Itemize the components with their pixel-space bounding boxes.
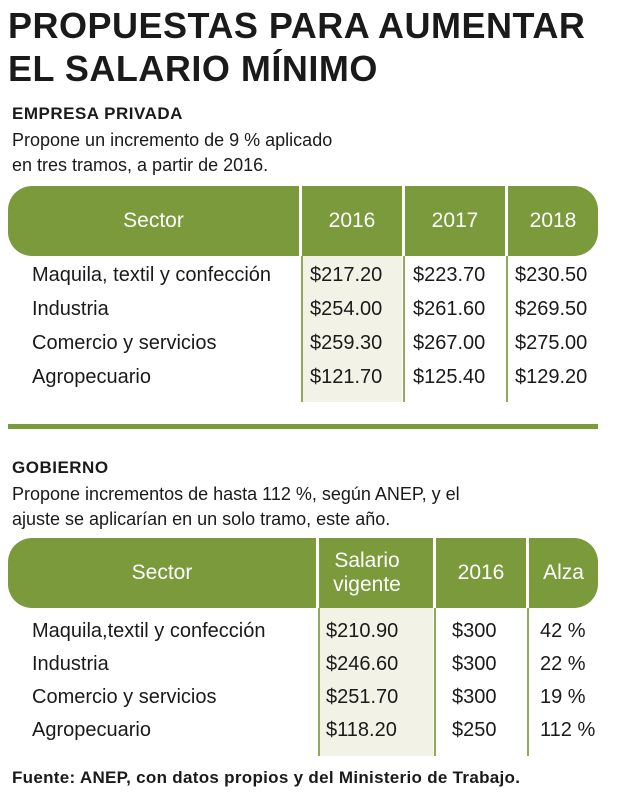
header-separator <box>299 186 302 256</box>
value-cell: 22 % <box>540 653 586 675</box>
infographic-title: PROPUESTAS PARA AUMENTAR EL SALARIO MÍNI… <box>8 4 620 90</box>
row-sector-label: Industria <box>32 298 109 320</box>
header-separator <box>433 538 436 608</box>
column-header-salario-vigente: Salario vigente <box>333 549 401 596</box>
column-separator <box>301 256 303 402</box>
column-separator <box>434 608 436 756</box>
empresa-privada-header-bar <box>8 186 598 256</box>
highlight-column <box>319 608 433 756</box>
value-cell: $246.60 <box>326 653 399 675</box>
section-divider <box>8 424 598 429</box>
column-header-2016: 2016 <box>328 209 376 232</box>
header-separator <box>316 538 319 608</box>
value-cell: 112 % <box>540 719 596 741</box>
header-separator <box>526 538 529 608</box>
value-cell: $269.50 <box>515 298 588 320</box>
value-cell: $223.70 <box>413 264 486 286</box>
value-cell: $217.20 <box>310 264 383 286</box>
column-separator <box>527 608 529 756</box>
title-line-1: PROPUESTAS PARA AUMENTAR <box>8 5 586 46</box>
value-cell: $300 <box>452 686 497 708</box>
row-sector-label: Maquila, textil y confección <box>32 264 272 286</box>
empresa-privada-description-line-2: en tres tramos, a partir de 2016. <box>12 155 269 175</box>
column-header-2018: 2018 <box>529 209 577 232</box>
value-cell: $129.20 <box>515 366 588 388</box>
gobierno-description-line-2: ajuste se aplicarían en un solo tramo, e… <box>12 509 391 529</box>
header-separator <box>402 186 405 256</box>
column-header-2017: 2017 <box>431 209 479 232</box>
empresa-privada-description: Propone un incremento de 9 % aplicado en… <box>12 128 612 178</box>
header-separator <box>505 186 508 256</box>
column-header-sector: Sector <box>131 561 193 584</box>
value-cell: 42 % <box>540 620 586 642</box>
highlight-column <box>302 256 402 402</box>
value-cell: 19 % <box>540 686 586 708</box>
row-sector-label: Maquila,textil y confección <box>32 620 266 642</box>
column-header-alza: Alza <box>543 561 584 584</box>
value-cell: $261.60 <box>413 298 486 320</box>
column-header-2016: 2016 <box>457 561 505 584</box>
column-separator <box>318 608 320 756</box>
gobierno-header-bar <box>8 538 598 608</box>
value-cell: $210.90 <box>326 620 399 642</box>
value-cell: $250 <box>452 719 497 741</box>
row-sector-label: Agropecuario <box>32 366 151 388</box>
value-cell: $259.30 <box>310 332 383 354</box>
gobierno-heading: GOBIERNO <box>12 458 109 477</box>
row-sector-label: Comercio y servicios <box>32 332 217 354</box>
empresa-privada-heading: EMPRESA PRIVADA <box>12 104 183 123</box>
empresa-privada-description-line-1: Propone un incremento de 9 % aplicado <box>12 130 333 150</box>
value-cell: $300 <box>452 653 497 675</box>
row-sector-label: Comercio y servicios <box>32 686 217 708</box>
column-separator <box>506 256 508 402</box>
value-cell: $251.70 <box>326 686 399 708</box>
value-cell: $275.00 <box>515 332 588 354</box>
value-cell: $300 <box>452 620 497 642</box>
value-cell: $230.50 <box>515 264 588 286</box>
title-line-2: EL SALARIO MÍNIMO <box>8 48 378 89</box>
value-cell: $125.40 <box>413 366 486 388</box>
gobierno-description: Propone incrementos de hasta 112 %, segú… <box>12 482 612 532</box>
value-cell: $254.00 <box>310 298 383 320</box>
value-cell: $118.20 <box>326 719 397 741</box>
row-sector-label: Industria <box>32 653 109 675</box>
column-separator <box>403 256 405 402</box>
source-note: Fuente: ANEP, con datos propios y del Mi… <box>12 768 521 787</box>
value-cell: $121.70 <box>310 366 383 388</box>
column-header-sector: Sector <box>123 209 184 232</box>
value-cell: $267.00 <box>413 332 486 354</box>
gobierno-description-line-1: Propone incrementos de hasta 112 %, segú… <box>12 484 460 504</box>
row-sector-label: Agropecuario <box>32 719 151 741</box>
